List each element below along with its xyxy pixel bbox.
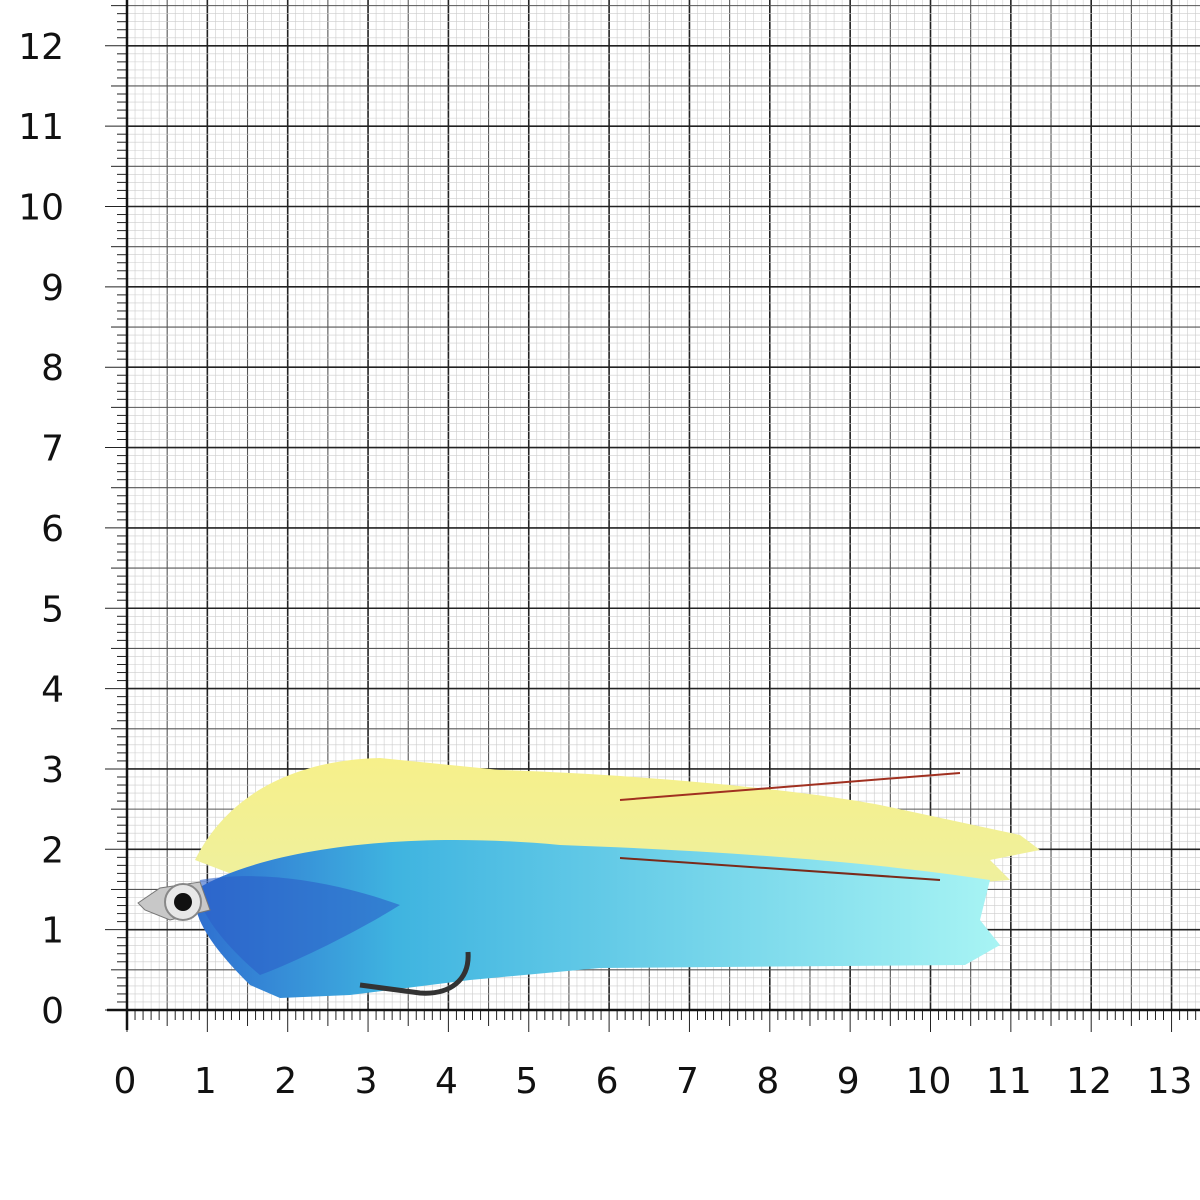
x-label: 7	[676, 1061, 699, 1102]
y-label: 11	[18, 107, 64, 148]
x-label: 5	[515, 1061, 538, 1102]
x-label: 3	[355, 1061, 378, 1102]
x-label: 1	[194, 1061, 217, 1102]
y-label: 0	[41, 991, 64, 1032]
x-label: 9	[837, 1061, 860, 1102]
y-label: 3	[41, 750, 64, 791]
y-label: 4	[41, 670, 64, 711]
y-label: 8	[41, 348, 64, 389]
x-label: 4	[435, 1061, 458, 1102]
x-label: 8	[756, 1061, 779, 1102]
y-label: 7	[41, 429, 64, 470]
x-label: 11	[986, 1061, 1032, 1102]
x-label: 12	[1066, 1061, 1112, 1102]
y-label: 12	[18, 27, 64, 68]
y-label: 10	[18, 188, 64, 229]
x-label: 0	[114, 1061, 137, 1102]
x-label: 2	[274, 1061, 297, 1102]
y-label: 9	[41, 268, 64, 309]
x-label: 6	[596, 1061, 619, 1102]
x-label: 10	[906, 1061, 952, 1102]
y-label: 6	[41, 509, 64, 550]
fly	[137, 758, 1040, 998]
y-label: 5	[41, 589, 64, 630]
y-label: 2	[41, 830, 64, 871]
y-label: 1	[41, 911, 64, 952]
x-label: 13	[1147, 1061, 1193, 1102]
